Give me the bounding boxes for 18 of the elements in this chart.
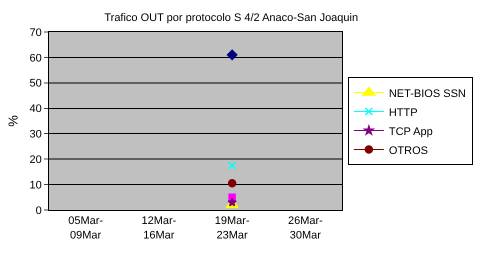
- legend-label: OTROS: [388, 144, 428, 157]
- x-tick-label: 26Mar-30Mar: [288, 215, 324, 242]
- y-tick-label: 30: [30, 128, 42, 141]
- legend-label: TCP App: [388, 126, 433, 138]
- x-tick-label: 19Mar-23Mar: [214, 215, 250, 242]
- y-tick-label: 40: [30, 103, 42, 116]
- x-tick-label: 05Mar-09Mar: [68, 215, 104, 242]
- legend-label: HTTP: [388, 106, 418, 119]
- x-tick-label: 12Mar-16Mar: [141, 215, 177, 242]
- y-axis-title: %: [6, 114, 20, 127]
- y-tick-label: 70: [30, 26, 42, 39]
- legend-label: NET-BIOS SSN: [388, 88, 466, 100]
- y-tick-label: 20: [30, 154, 42, 166]
- y-tick-label: 10: [30, 179, 42, 192]
- chart-title: Trafico OUT por protocolo S 4/2 Anaco-San Joaquin: [104, 12, 358, 24]
- y-tick-label: 0: [36, 204, 42, 217]
- y-tick-label: 60: [30, 52, 42, 64]
- y-tick-label: 50: [30, 78, 42, 90]
